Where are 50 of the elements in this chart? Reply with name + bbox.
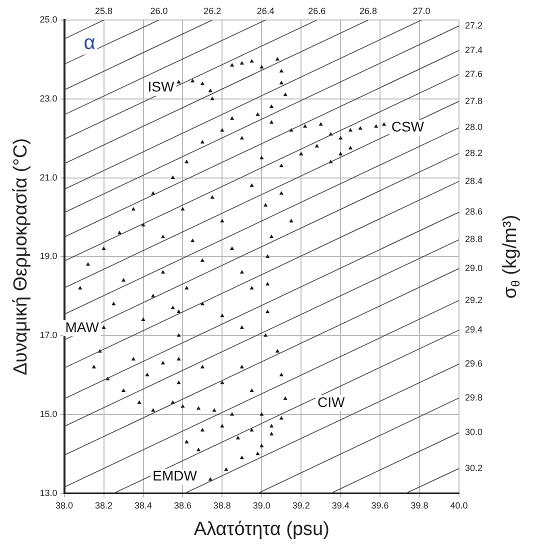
y-tick-label: 21.0: [40, 172, 58, 182]
annotation: CSW: [391, 118, 425, 135]
series-label: 26.6: [308, 6, 326, 16]
series-label: 27.8: [465, 96, 483, 106]
x-tick-label: 39.6: [371, 500, 389, 510]
series-label: 26.2: [204, 6, 222, 16]
y-tick-label: 23.0: [40, 93, 58, 104]
x-tick-label: 39.8: [410, 500, 428, 510]
annotation: α: [84, 32, 96, 54]
series-label: 29.2: [465, 294, 483, 305]
series-label: 27.0: [412, 6, 430, 16]
series-label: 28.6: [465, 206, 483, 217]
series-label: 26.8: [359, 6, 377, 16]
y-tick-label: 19.0: [40, 251, 58, 262]
series-label: 27.6: [465, 68, 483, 79]
series-label: 25.8: [95, 6, 113, 16]
annotation: ISW: [148, 78, 176, 95]
series-label: 27.4: [465, 44, 483, 55]
x-axis-title: Αλατότητα (psu): [194, 518, 330, 540]
series-label: 26.4: [256, 6, 274, 16]
annotation: EMDW: [152, 468, 198, 484]
series-label: 28.0: [465, 122, 483, 132]
x-tick-label: 40.0: [450, 500, 468, 510]
series-label: 28.4: [465, 176, 483, 186]
series-label: 27.2: [465, 20, 483, 30]
series-label: 26.0: [150, 6, 168, 16]
x-tick-label: 38.8: [213, 500, 231, 510]
annotation: MAW: [65, 318, 100, 335]
x-tick-label: 38.4: [134, 500, 152, 510]
y-axis-title: Δυναμική Θερμοκρασία (°C): [10, 138, 32, 376]
y-tick-label: 13.0: [40, 488, 58, 498]
x-tick-label: 38.0: [56, 500, 74, 510]
series-label: 29.0: [465, 263, 483, 274]
x-tick-label: 39.4: [332, 500, 350, 510]
series-label: 30.0: [465, 427, 483, 438]
y-tick-label: 25.0: [40, 14, 58, 24]
series-label: 30.2: [465, 463, 483, 474]
y-tick-label: 17.0: [40, 330, 58, 340]
series-label: 28.8: [465, 234, 483, 244]
annotation: CIW: [318, 394, 346, 410]
y-tick-label: 15.0: [40, 408, 58, 419]
x-tick-label: 39.0: [252, 500, 270, 510]
x-tick-label: 38.2: [95, 500, 113, 510]
x-tick-label: 39.2: [292, 500, 310, 510]
series-label: 29.4: [465, 324, 483, 335]
series-label: 29.8: [465, 392, 483, 402]
series-label: 29.6: [465, 358, 483, 368]
y2-axis-title: σθ (kg/m³): [500, 214, 522, 299]
x-tick-label: 38.6: [174, 500, 192, 510]
series-label: 28.2: [465, 148, 483, 158]
